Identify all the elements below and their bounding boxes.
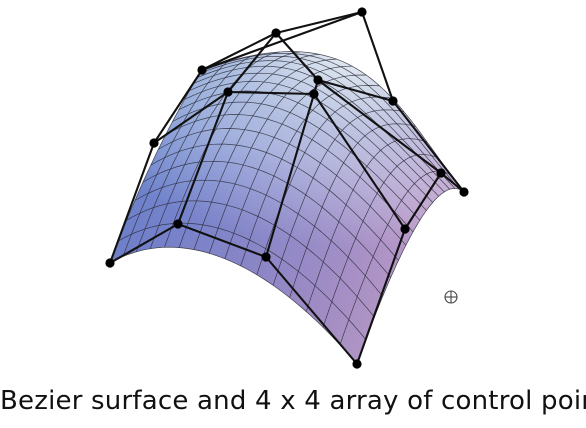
mesh-line-u	[201, 51, 465, 193]
mesh-line-v	[240, 85, 380, 267]
mesh-line-u	[201, 52, 460, 190]
crosshair-circle-icon	[444, 290, 458, 304]
control-point	[400, 224, 410, 234]
control-net-column	[264, 78, 394, 258]
control-point	[261, 252, 271, 262]
control-point	[105, 258, 115, 268]
mesh-line-v	[289, 123, 416, 298]
mesh-line-v	[224, 74, 367, 259]
control-net-column	[177, 10, 363, 225]
control-point	[352, 359, 362, 369]
control-point	[149, 138, 159, 148]
control-net-row	[109, 222, 358, 365]
control-point	[357, 7, 367, 17]
control-point	[388, 96, 398, 106]
mesh-line-v	[305, 138, 428, 312]
control-point	[313, 75, 323, 85]
mesh-line-v	[322, 154, 440, 328]
mesh-line-u	[178, 90, 427, 211]
control-point	[436, 168, 446, 178]
mesh-line-v	[356, 188, 465, 365]
mesh-line-v	[339, 170, 452, 345]
control-net	[109, 10, 465, 365]
control-point	[459, 187, 469, 197]
control-net-column	[356, 171, 465, 365]
bezier-surface	[109, 51, 465, 365]
mesh-line-v	[272, 109, 405, 286]
control-point	[309, 89, 319, 99]
control-point	[223, 87, 233, 97]
control-point	[197, 65, 207, 75]
control-point	[271, 28, 281, 38]
control-net-row	[201, 31, 442, 174]
control-net-row	[201, 10, 465, 193]
mesh-line-u	[199, 55, 456, 189]
control-points	[105, 7, 469, 369]
control-point	[173, 219, 183, 229]
control-net-row	[153, 90, 406, 230]
bezier-surface-figure	[105, 7, 469, 369]
figure-caption: Bezier surface and 4 x 4 array of contro…	[0, 386, 586, 416]
